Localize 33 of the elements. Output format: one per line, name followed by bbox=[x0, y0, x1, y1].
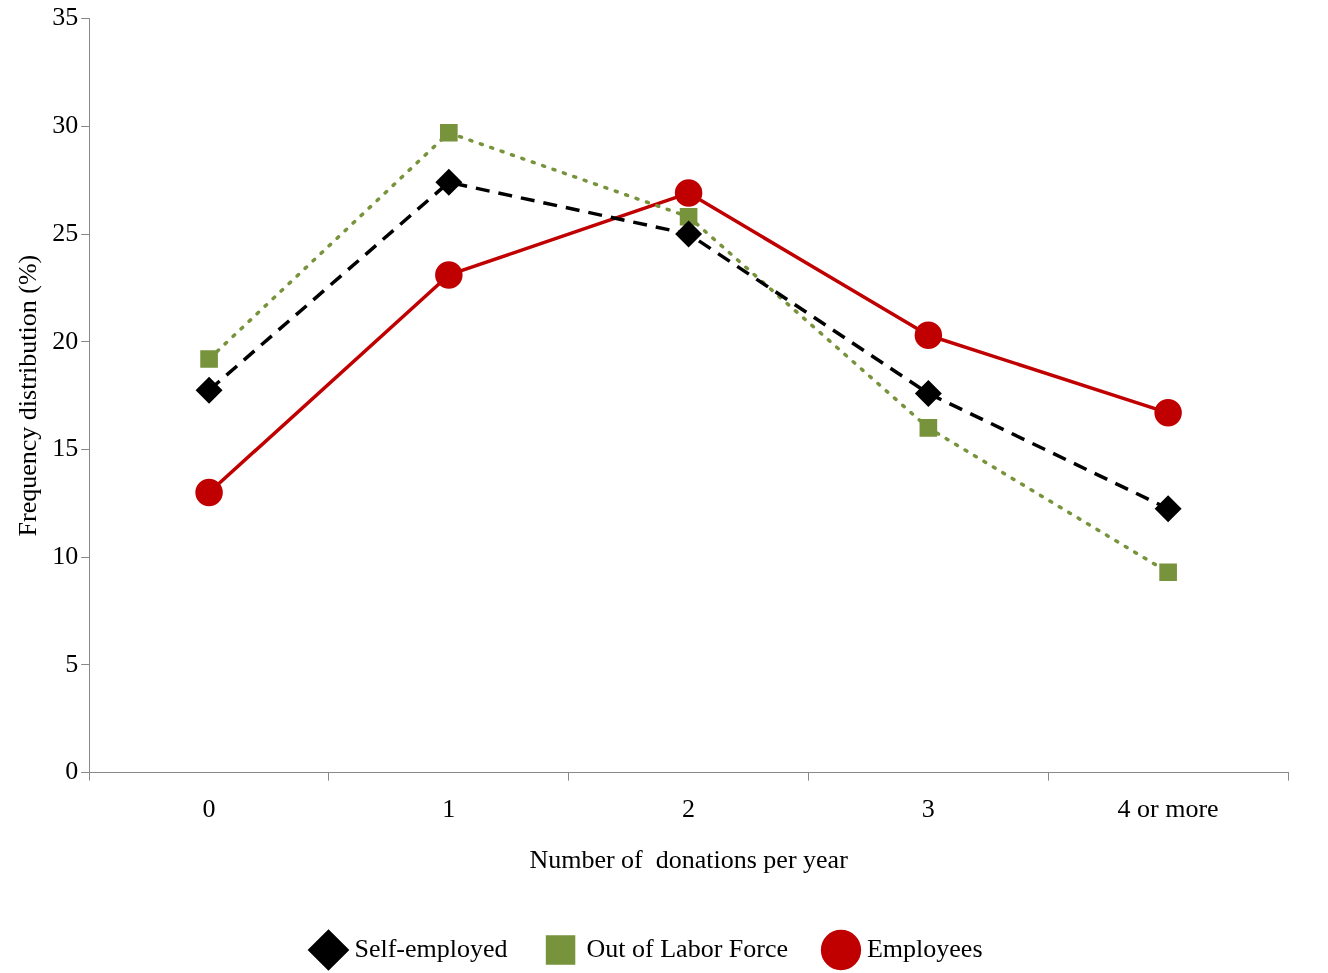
point bbox=[435, 261, 463, 289]
x-tick-label: 0 bbox=[202, 794, 216, 824]
y-tick-label: 15 bbox=[52, 433, 79, 463]
point bbox=[196, 377, 222, 403]
point bbox=[915, 380, 942, 407]
point bbox=[436, 169, 462, 196]
point bbox=[675, 221, 702, 247]
y-tick-label: 20 bbox=[52, 325, 79, 355]
x-tick-label: 3 bbox=[921, 794, 935, 824]
legend-label: Employees bbox=[866, 933, 983, 963]
legend-label: Out of Labor Force bbox=[586, 933, 788, 963]
y-tick-label: 10 bbox=[52, 541, 79, 570]
point bbox=[195, 478, 223, 507]
point bbox=[914, 321, 943, 350]
y-tick-label: 30 bbox=[52, 110, 79, 140]
point bbox=[919, 419, 938, 437]
point bbox=[440, 123, 458, 142]
x-tick-label: 2 bbox=[682, 794, 696, 824]
point bbox=[1155, 495, 1181, 522]
y-tick-label: 5 bbox=[65, 648, 79, 678]
point bbox=[679, 207, 698, 226]
point bbox=[1154, 399, 1182, 427]
y-tick-label: 0 bbox=[65, 756, 79, 786]
point bbox=[1159, 563, 1177, 582]
point bbox=[200, 350, 218, 368]
x-tick-label: 1 bbox=[442, 794, 456, 824]
x-tick-label: 4 or more bbox=[1117, 794, 1219, 824]
y-axis-title: Frequency distribution (%) bbox=[13, 254, 43, 537]
legend-label: Self-employed bbox=[354, 933, 508, 963]
point bbox=[674, 179, 703, 207]
x-axis-title: Number of donations per year bbox=[529, 845, 849, 875]
y-tick-label: 25 bbox=[52, 217, 79, 247]
y-tick-label: 35 bbox=[52, 2, 79, 32]
